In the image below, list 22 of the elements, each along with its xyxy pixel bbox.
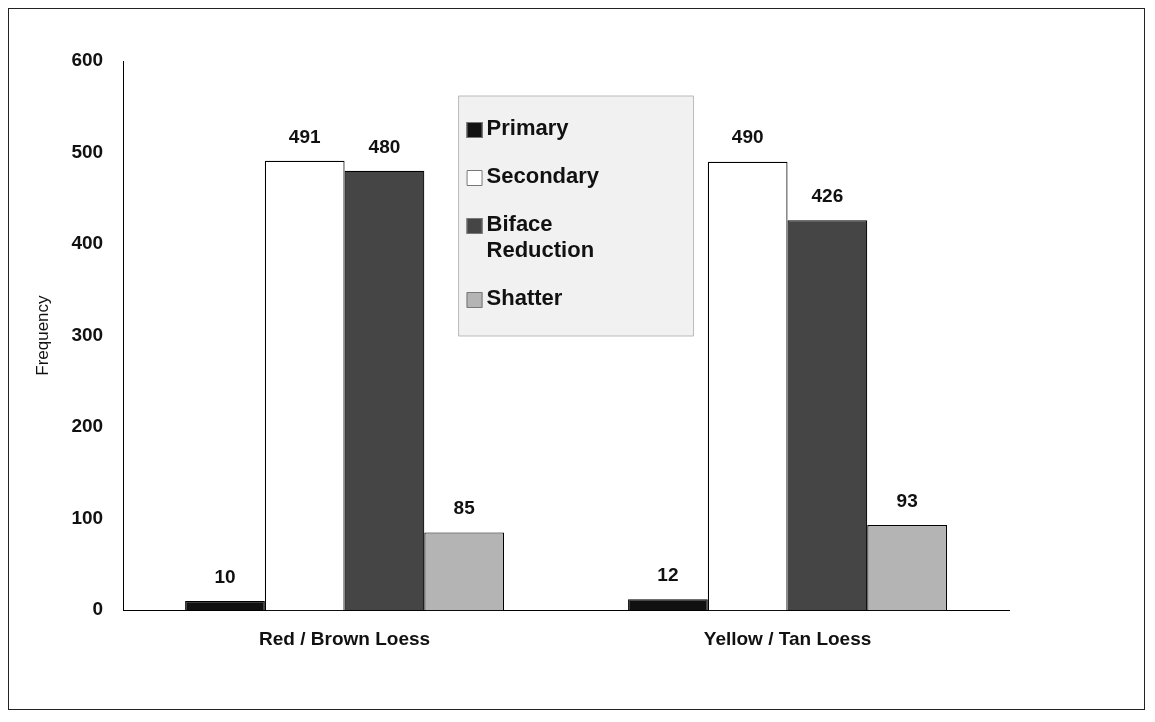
legend-label: Secondary: [486, 163, 600, 189]
legend-label: Biface Reduction: [486, 211, 595, 263]
legend-label: Primary: [486, 115, 570, 141]
data-label: 490: [731, 126, 764, 148]
data-label: 10: [214, 565, 236, 587]
data-label: 85: [453, 497, 476, 519]
data-label: 12: [657, 563, 679, 585]
y-tick-label: 100: [71, 506, 104, 528]
x-tick-label: Red / Brown Loess: [259, 627, 431, 649]
data-label: 426: [811, 185, 844, 206]
y-tick-label: 400: [71, 232, 104, 254]
y-tick-label: 300: [71, 323, 104, 345]
y-tick-label: 600: [71, 49, 104, 71]
y-axis-title: Frequency: [32, 294, 52, 376]
y-tick-label: 200: [71, 415, 104, 437]
y-tick-label: 0: [92, 598, 104, 620]
data-label: 480: [368, 135, 401, 157]
legend-label: Shatter: [486, 285, 563, 311]
data-label: 491: [288, 125, 321, 147]
y-tick-label: 500: [71, 140, 104, 162]
x-tick-label: Yellow / Tan Loess: [703, 627, 872, 649]
data-label: 93: [896, 489, 918, 511]
